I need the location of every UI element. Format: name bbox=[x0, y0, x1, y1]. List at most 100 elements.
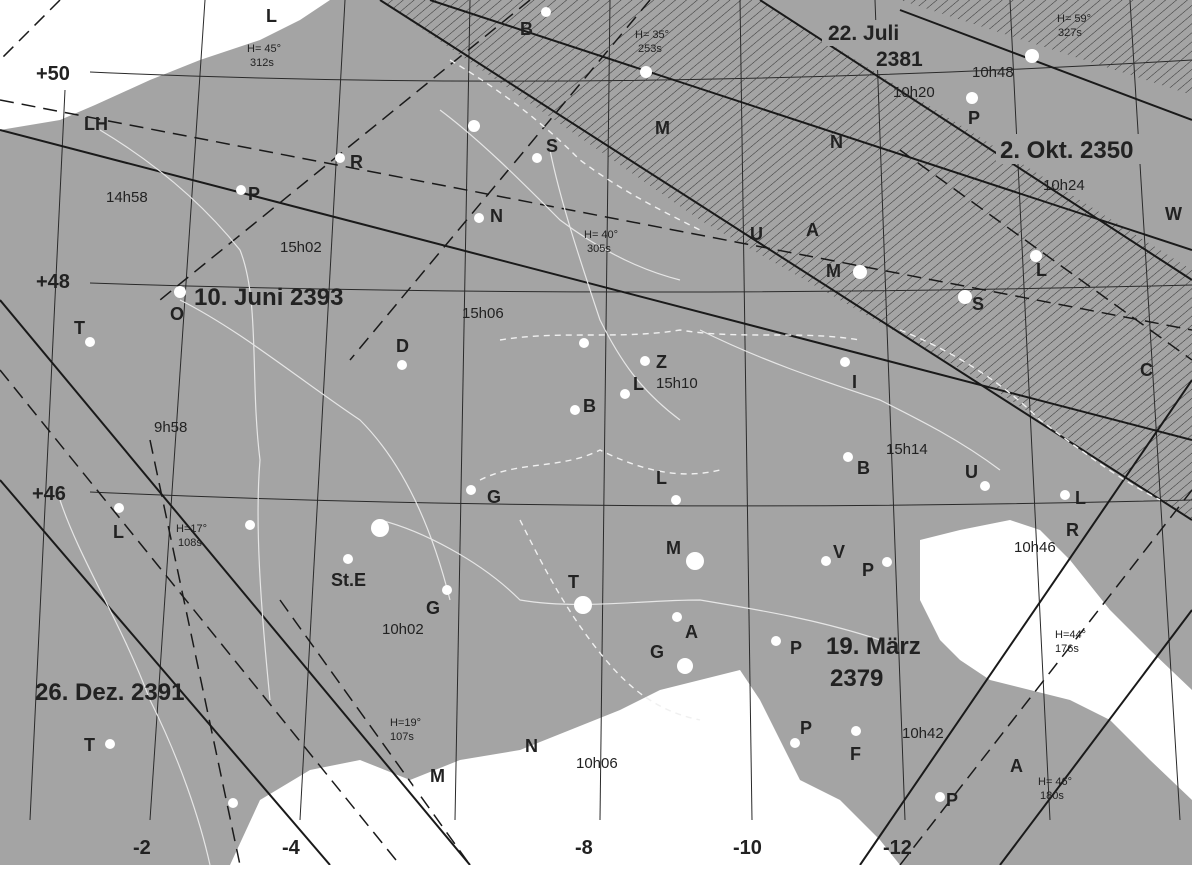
city-label: N bbox=[490, 206, 503, 226]
city-label: D bbox=[396, 336, 409, 356]
city-label: A bbox=[685, 622, 698, 642]
altitude-labels: H= 45° 312s H= 35° 253s H= 59° 327s H= 4… bbox=[176, 13, 1091, 802]
duration-label: 312s bbox=[250, 57, 274, 69]
city-label: T bbox=[74, 318, 85, 338]
altitude-label: H=44° bbox=[1055, 629, 1086, 641]
eclipse-label-juli-year: 2381 bbox=[876, 48, 923, 71]
time-label: 10h24 bbox=[1043, 177, 1085, 194]
city-label: S bbox=[972, 294, 984, 314]
city-label: L bbox=[113, 522, 124, 542]
longitude-label: -8 bbox=[575, 837, 593, 859]
time-label: 15h14 bbox=[886, 441, 928, 458]
adriatic-sea bbox=[920, 520, 1192, 800]
time-label: 15h02 bbox=[280, 239, 322, 256]
city-label: B bbox=[857, 458, 870, 478]
duration-label: 108s bbox=[178, 537, 202, 549]
city-label: R bbox=[1066, 520, 1079, 540]
city-label: T bbox=[568, 572, 579, 592]
city-label: G bbox=[650, 642, 664, 662]
rivers bbox=[59, 109, 1001, 866]
city-label: A bbox=[1010, 756, 1023, 776]
eclipse-label-dez: 26. Dez. 2391 bbox=[35, 679, 184, 706]
longitude-label: -10 bbox=[733, 837, 762, 859]
altitude-label: H= 46° bbox=[1038, 776, 1072, 788]
latitude-label: +50 bbox=[36, 63, 70, 85]
latitude-label: +46 bbox=[32, 483, 66, 505]
city-label: L bbox=[1075, 488, 1086, 508]
city-label: M bbox=[666, 538, 681, 558]
duration-label: 305s bbox=[587, 243, 611, 255]
eclipse-labels: 22. Juli 2381 2. Okt. 2350 10. Juni 2393… bbox=[35, 20, 1192, 706]
city-label: L bbox=[656, 468, 667, 488]
time-label: 10h48 bbox=[972, 64, 1014, 81]
latitude-label: +48 bbox=[36, 271, 70, 293]
city-label: P bbox=[790, 638, 802, 658]
city-label: M bbox=[430, 766, 445, 786]
time-label: 10h42 bbox=[902, 725, 944, 742]
city-label: U bbox=[750, 224, 763, 244]
city-label: P bbox=[946, 790, 958, 810]
city-label: A bbox=[806, 220, 819, 240]
eclipse-shadow-hatch-top bbox=[900, 0, 1192, 95]
city-label: L bbox=[266, 6, 277, 26]
duration-label: 253s bbox=[638, 43, 662, 55]
city-label: F bbox=[850, 744, 861, 764]
eclipse-label-juni: 10. Juni 2393 bbox=[194, 284, 343, 311]
duration-label: 327s bbox=[1058, 27, 1082, 39]
city-label: St.E bbox=[331, 570, 366, 590]
city-label: N bbox=[525, 736, 538, 756]
time-label: 10h20 bbox=[893, 84, 935, 101]
duration-label: 180s bbox=[1040, 790, 1064, 802]
city-label: G bbox=[487, 487, 501, 507]
time-label: 9h58 bbox=[154, 419, 187, 436]
longitude-label: -12 bbox=[883, 837, 912, 859]
time-label: 10h46 bbox=[1014, 539, 1056, 556]
city-label: G bbox=[426, 598, 440, 618]
city-label: C bbox=[1140, 360, 1153, 380]
city-labels: L B LH R S P N T O D Z L B G L St.E M T … bbox=[74, 6, 1182, 810]
city-label: LH bbox=[84, 114, 108, 134]
altitude-label: H= 35° bbox=[635, 29, 669, 41]
time-label: 10h06 bbox=[576, 755, 618, 772]
latitude-labels: +50 +48 +46 bbox=[32, 63, 70, 505]
city-label: U bbox=[965, 462, 978, 482]
longitude-label: -4 bbox=[282, 837, 301, 859]
altitude-label: H= 59° bbox=[1057, 13, 1091, 25]
eclipse-label-maerz-year: 2379 bbox=[830, 665, 883, 692]
longitude-label: -2 bbox=[133, 837, 151, 859]
time-labels: 10h48 10h20 10h24 14h58 15h02 15h06 15h1… bbox=[106, 64, 1085, 772]
city-label: V bbox=[833, 542, 845, 562]
time-label: 15h06 bbox=[462, 305, 504, 322]
city-label: P bbox=[862, 560, 874, 580]
city-label: W bbox=[1165, 204, 1182, 224]
city-dots bbox=[85, 7, 1070, 808]
eclipse-label-maerz: 19. März bbox=[826, 633, 921, 660]
duration-label: 176s bbox=[1055, 643, 1079, 655]
city-label: T bbox=[84, 735, 95, 755]
altitude-label: H= 40° bbox=[584, 229, 618, 241]
eclipse-label-okt: 2. Okt. 2350 bbox=[1000, 137, 1133, 164]
altitude-label: H=17° bbox=[176, 523, 207, 535]
eclipse-label-juli: 22. Juli bbox=[828, 22, 899, 45]
city-label: S bbox=[546, 136, 558, 156]
city-label: Z bbox=[656, 352, 667, 372]
city-label: M bbox=[826, 261, 841, 281]
city-label: B bbox=[583, 396, 596, 416]
city-label: P bbox=[248, 184, 260, 204]
duration-label: 107s bbox=[390, 731, 414, 743]
altitude-label: H=19° bbox=[390, 717, 421, 729]
borders bbox=[449, 59, 1161, 721]
city-label: L bbox=[633, 374, 644, 394]
city-label: P bbox=[800, 718, 812, 738]
time-label: 14h58 bbox=[106, 189, 148, 206]
city-label: P bbox=[968, 108, 980, 128]
english-channel-sea bbox=[0, 0, 330, 130]
city-label: N bbox=[830, 132, 843, 152]
city-label: B bbox=[520, 19, 533, 39]
city-label: O bbox=[170, 304, 184, 324]
city-label: I bbox=[852, 372, 857, 392]
city-label: R bbox=[350, 152, 363, 172]
mediterranean-sea bbox=[230, 670, 900, 865]
